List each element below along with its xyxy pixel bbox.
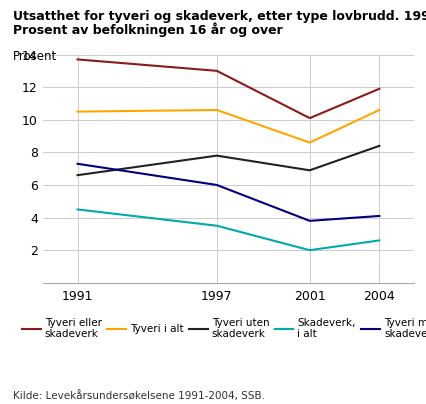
- Legend: Tyveri eller
skadeverk, Tyveri i alt, Tyveri uten
skadeverk, Skadeverk,
i alt, T: Tyveri eller skadeverk, Tyveri i alt, Ty…: [22, 318, 426, 339]
- Text: Utsatthet for tyveri og skadeverk, etter type lovbrudd. 1991-2004.: Utsatthet for tyveri og skadeverk, etter…: [13, 10, 426, 23]
- Text: Prosent: Prosent: [13, 50, 57, 63]
- Text: Prosent av befolkningen 16 år og over: Prosent av befolkningen 16 år og over: [13, 22, 282, 37]
- Text: Kilde: Levekårsundersøkelsene 1991-2004, SSB.: Kilde: Levekårsundersøkelsene 1991-2004,…: [13, 390, 264, 401]
